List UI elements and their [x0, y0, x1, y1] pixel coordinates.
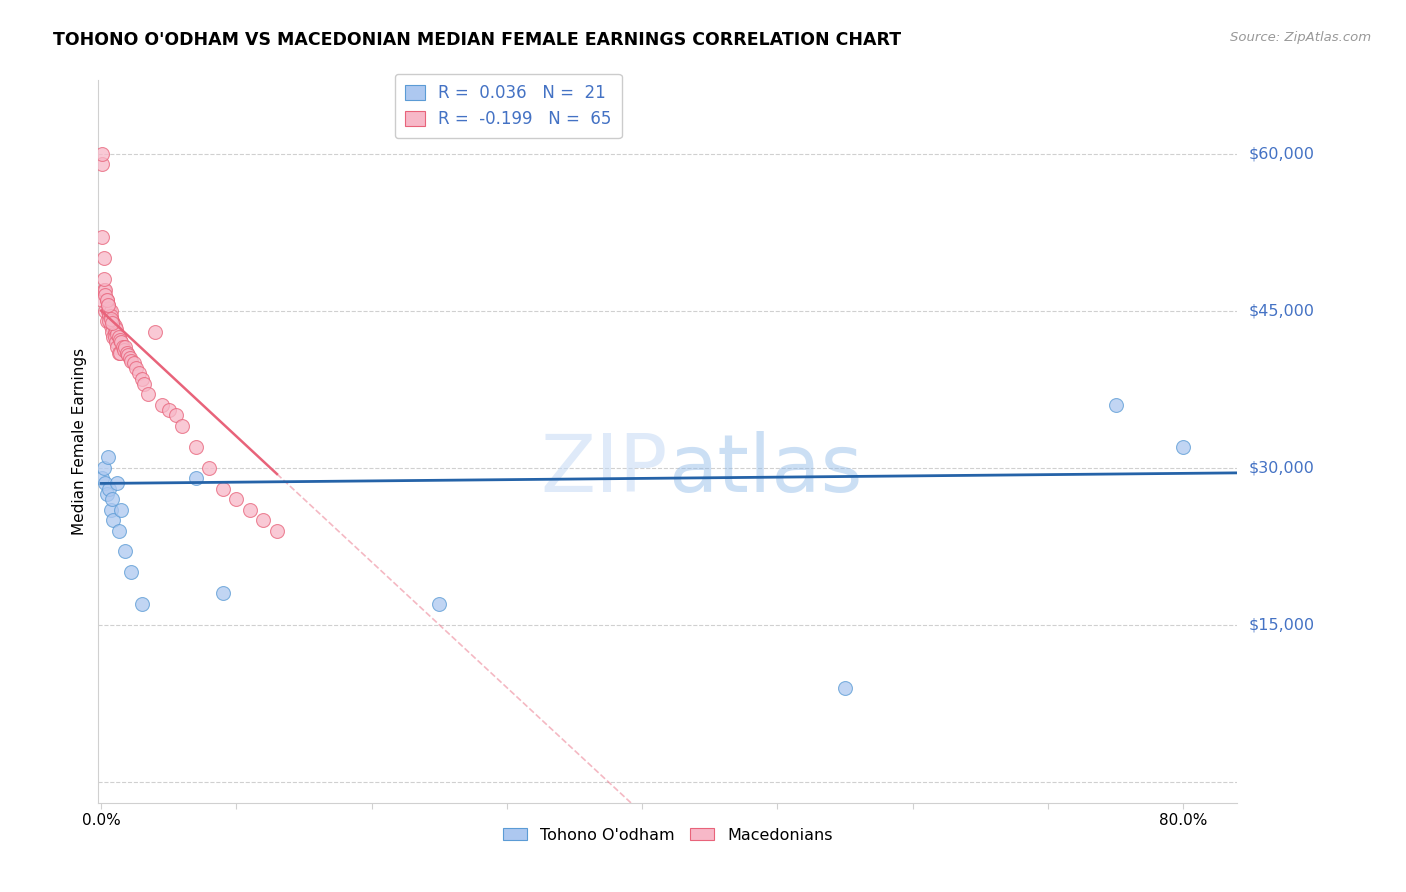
Point [105, 334, 128, 349]
Point [131, 597, 153, 611]
Point [198, 460, 221, 475]
Point [93, 283, 115, 297]
Point [103, 513, 125, 527]
Point [266, 524, 288, 538]
Point [225, 492, 247, 507]
Point [1173, 440, 1195, 454]
Point [101, 316, 124, 330]
Legend: Tohono O'odham, Macedonians: Tohono O'odham, Macedonians [496, 822, 839, 849]
Point [101, 325, 124, 339]
Point [1104, 398, 1126, 412]
Point [117, 348, 139, 362]
Point [122, 356, 145, 370]
Y-axis label: Median Female Earnings: Median Female Earnings [72, 348, 87, 535]
Point [107, 345, 129, 359]
Point [172, 418, 194, 433]
Point [91, 230, 114, 244]
Point [120, 354, 142, 368]
Point [97, 298, 120, 312]
Point [94, 288, 117, 302]
Point [107, 330, 129, 344]
Point [107, 524, 129, 538]
Point [97, 450, 120, 465]
Point [96, 487, 118, 501]
Point [165, 409, 187, 423]
Point [105, 340, 128, 354]
Point [101, 314, 124, 328]
Point [91, 471, 114, 485]
Point [110, 334, 132, 349]
Point [128, 367, 150, 381]
Point [184, 471, 207, 485]
Point [120, 566, 142, 580]
Text: Source: ZipAtlas.com: Source: ZipAtlas.com [1230, 31, 1371, 45]
Point [138, 387, 160, 401]
Point [98, 309, 121, 323]
Text: ZIP: ZIP [540, 432, 668, 509]
Point [150, 398, 173, 412]
Point [98, 482, 121, 496]
Point [98, 314, 121, 328]
Point [212, 482, 235, 496]
Point [96, 293, 118, 308]
Point [118, 351, 141, 365]
Point [96, 293, 118, 308]
Text: TOHONO O'ODHAM VS MACEDONIAN MEDIAN FEMALE EARNINGS CORRELATION CHART: TOHONO O'ODHAM VS MACEDONIAN MEDIAN FEMA… [53, 31, 901, 49]
Point [100, 312, 122, 326]
Point [110, 502, 132, 516]
Point [93, 460, 115, 475]
Point [94, 303, 117, 318]
Point [104, 330, 127, 344]
Point [94, 283, 117, 297]
Point [103, 316, 125, 330]
Point [134, 376, 156, 391]
Point [97, 298, 120, 312]
Point [104, 319, 127, 334]
Point [125, 361, 148, 376]
Point [157, 403, 180, 417]
Point [100, 502, 122, 516]
Point [103, 330, 125, 344]
Point [104, 325, 127, 339]
Point [212, 586, 235, 600]
Point [94, 476, 117, 491]
Point [93, 252, 115, 266]
Point [100, 319, 122, 334]
Text: $45,000: $45,000 [1249, 303, 1315, 318]
Point [97, 303, 120, 318]
Point [96, 314, 118, 328]
Point [239, 502, 262, 516]
Point [427, 597, 450, 611]
Point [98, 301, 121, 316]
Point [101, 492, 124, 507]
Point [91, 157, 114, 171]
Point [111, 340, 134, 354]
Point [143, 325, 166, 339]
Point [252, 513, 274, 527]
Text: $60,000: $60,000 [1249, 146, 1315, 161]
Point [100, 303, 122, 318]
Point [91, 146, 114, 161]
Text: $30,000: $30,000 [1249, 460, 1315, 475]
Point [91, 293, 114, 308]
Text: $15,000: $15,000 [1249, 617, 1315, 632]
Point [105, 322, 128, 336]
Point [93, 272, 115, 286]
Point [112, 343, 135, 358]
Point [114, 340, 136, 354]
Point [115, 345, 138, 359]
Point [131, 372, 153, 386]
Text: atlas: atlas [668, 432, 862, 509]
Point [184, 440, 207, 454]
Point [105, 326, 128, 341]
Point [834, 681, 856, 695]
Point [108, 333, 131, 347]
Point [105, 476, 128, 491]
Point [114, 544, 136, 558]
Point [100, 309, 122, 323]
Point [108, 345, 131, 359]
